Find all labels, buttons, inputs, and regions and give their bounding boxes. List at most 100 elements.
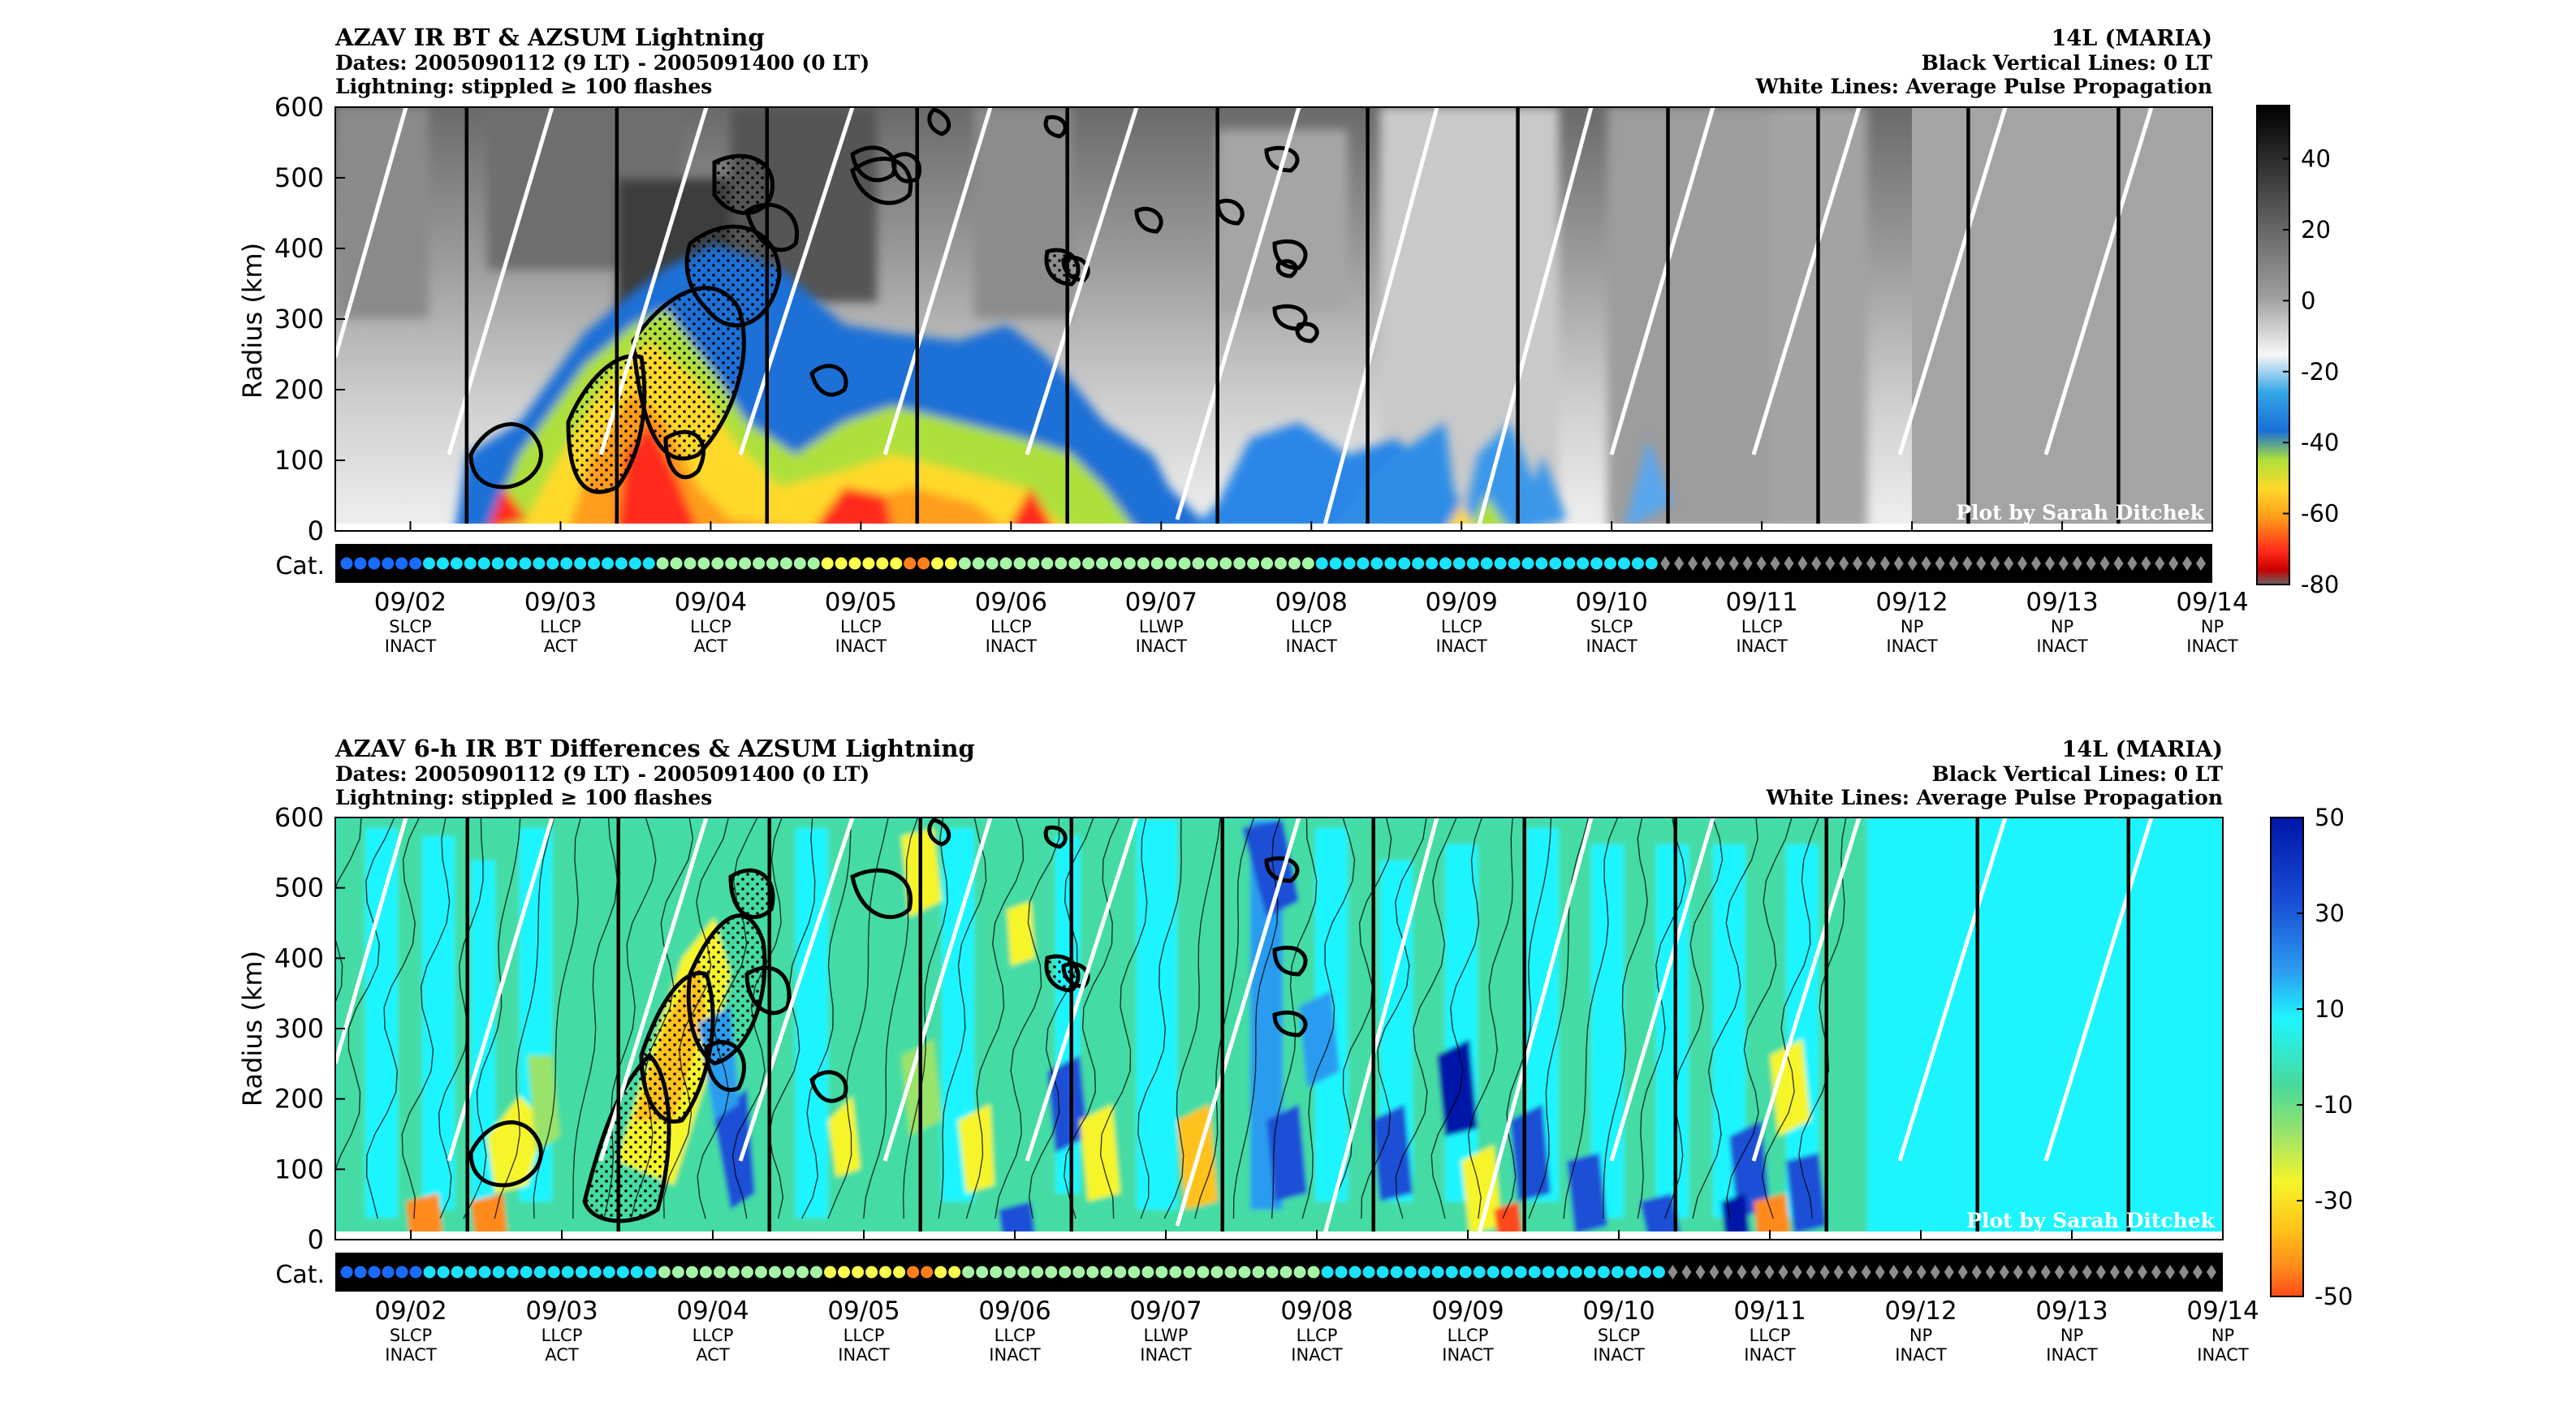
category-marker bbox=[1948, 556, 1959, 571]
category-marker bbox=[699, 1266, 712, 1279]
isoline bbox=[1028, 817, 1094, 1219]
x-tick-state: INACT bbox=[1886, 636, 1938, 656]
category-marker bbox=[1123, 557, 1136, 570]
category-marker bbox=[2044, 556, 2055, 571]
category-marker bbox=[2123, 1265, 2134, 1279]
category-marker bbox=[779, 557, 792, 570]
x-tick-phase: NP bbox=[2060, 1326, 2083, 1345]
x-tick-phase: SLCP bbox=[1590, 617, 1633, 636]
x-tick-state: ACT bbox=[696, 1345, 730, 1365]
category-marker bbox=[533, 1266, 546, 1279]
category-marker bbox=[1068, 557, 1081, 570]
x-tick-phase: LLCP bbox=[840, 617, 882, 636]
category-marker bbox=[2086, 556, 2096, 571]
isoline bbox=[1301, 817, 1356, 1219]
category-marker bbox=[1445, 1266, 1458, 1279]
category-marker bbox=[1784, 556, 1794, 571]
category-marker bbox=[1252, 1266, 1265, 1279]
category-marker bbox=[848, 557, 861, 570]
category-marker bbox=[368, 1266, 381, 1279]
x-tick-phase: LLCP bbox=[1448, 1326, 1489, 1345]
category-marker bbox=[1114, 1266, 1127, 1279]
category-marker bbox=[1962, 556, 1973, 571]
category-marker bbox=[630, 1266, 643, 1279]
y-tick-label: 400 bbox=[274, 943, 324, 973]
colorbar-tick-label: -80 bbox=[2301, 571, 2339, 598]
category-marker bbox=[739, 557, 752, 570]
y-tick-label: 200 bbox=[274, 1084, 324, 1115]
category-marker bbox=[561, 1266, 574, 1279]
x-tick-state: INACT bbox=[835, 636, 887, 656]
category-marker bbox=[1806, 1265, 1816, 1279]
bottom-category-marks bbox=[340, 1265, 2216, 1279]
category-marker bbox=[1764, 1265, 1775, 1279]
isoline bbox=[1271, 817, 1318, 1219]
category-marker bbox=[2168, 556, 2179, 571]
x-tick-state: INACT bbox=[1291, 1345, 1343, 1365]
top-day-lines bbox=[464, 107, 2121, 531]
category-marker bbox=[1847, 1265, 1858, 1279]
category-marker bbox=[1990, 556, 2000, 571]
top-x-ticks: 09/02SLCPINACT09/03LLCPACT09/04LLCPACT09… bbox=[374, 521, 2249, 656]
category-marker bbox=[1017, 1266, 1030, 1279]
category-marker bbox=[1357, 557, 1370, 570]
category-marker bbox=[1723, 1265, 1733, 1279]
category-marker bbox=[1985, 1265, 1996, 1279]
category-marker bbox=[354, 1266, 367, 1279]
x-tick-phase: LLCP bbox=[844, 1326, 885, 1345]
category-marker bbox=[1301, 557, 1314, 570]
category-marker bbox=[1169, 1266, 1182, 1279]
isoline bbox=[1137, 817, 1182, 1219]
category-marker bbox=[2058, 556, 2069, 571]
x-tick-phase: LLCP bbox=[1297, 1326, 1338, 1345]
category-marker bbox=[1681, 1265, 1692, 1279]
x-tick-phase: LLCP bbox=[542, 1326, 583, 1345]
isoline bbox=[1194, 817, 1255, 1219]
category-marker bbox=[1307, 1266, 1320, 1279]
category-marker bbox=[1293, 1266, 1306, 1279]
category-marker bbox=[1128, 1266, 1141, 1279]
category-marker bbox=[423, 1266, 436, 1279]
colorbar-tick-label: 20 bbox=[2301, 216, 2331, 244]
category-marker bbox=[2182, 556, 2193, 571]
category-marker bbox=[824, 1266, 837, 1279]
category-marker bbox=[958, 557, 971, 570]
category-marker bbox=[1674, 556, 1685, 571]
isoline bbox=[1430, 817, 1483, 1219]
isoline bbox=[463, 817, 521, 1219]
isoline bbox=[533, 817, 581, 1219]
x-tick-date: 09/11 bbox=[1733, 1296, 1806, 1326]
x-tick-phase: LLCP bbox=[1291, 617, 1332, 636]
category-marker bbox=[464, 557, 477, 570]
category-marker bbox=[1542, 1266, 1555, 1279]
panel-top: AZAV IR BT & AZSUM Lightning Dates: 2005… bbox=[237, 24, 2339, 656]
category-marker bbox=[1957, 1265, 1968, 1279]
category-marker bbox=[628, 557, 641, 570]
category-marker bbox=[1238, 1266, 1251, 1279]
category-marker bbox=[972, 557, 985, 570]
category-marker bbox=[588, 557, 601, 570]
category-marker bbox=[491, 557, 504, 570]
category-marker bbox=[1013, 557, 1026, 570]
top-dates: Dates: 2005090112 (9 LT) - 2005091400 (0… bbox=[335, 51, 869, 75]
category-marker bbox=[948, 1266, 961, 1279]
category-marker bbox=[821, 557, 834, 570]
bottom-lightning-contours bbox=[468, 817, 1308, 1223]
category-marker bbox=[753, 557, 766, 570]
category-marker bbox=[917, 557, 930, 570]
y-tick-label: 400 bbox=[274, 233, 324, 264]
x-tick-phase: LLCP bbox=[995, 1326, 1036, 1345]
category-marker bbox=[1930, 1265, 1940, 1279]
x-tick-state: ACT bbox=[545, 1345, 579, 1365]
category-marker bbox=[962, 1266, 975, 1279]
category-marker bbox=[1426, 557, 1439, 570]
category-marker bbox=[1288, 557, 1301, 570]
category-marker bbox=[684, 557, 697, 570]
x-tick-phase: LLCP bbox=[1741, 617, 1783, 636]
y-tick-label: 500 bbox=[274, 162, 324, 193]
category-marker bbox=[1041, 557, 1054, 570]
y-tick-label: 100 bbox=[274, 1154, 324, 1184]
category-marker bbox=[852, 1266, 865, 1279]
bottom-cat-label: Cat. bbox=[275, 1261, 325, 1289]
category-marker bbox=[1688, 556, 1698, 571]
